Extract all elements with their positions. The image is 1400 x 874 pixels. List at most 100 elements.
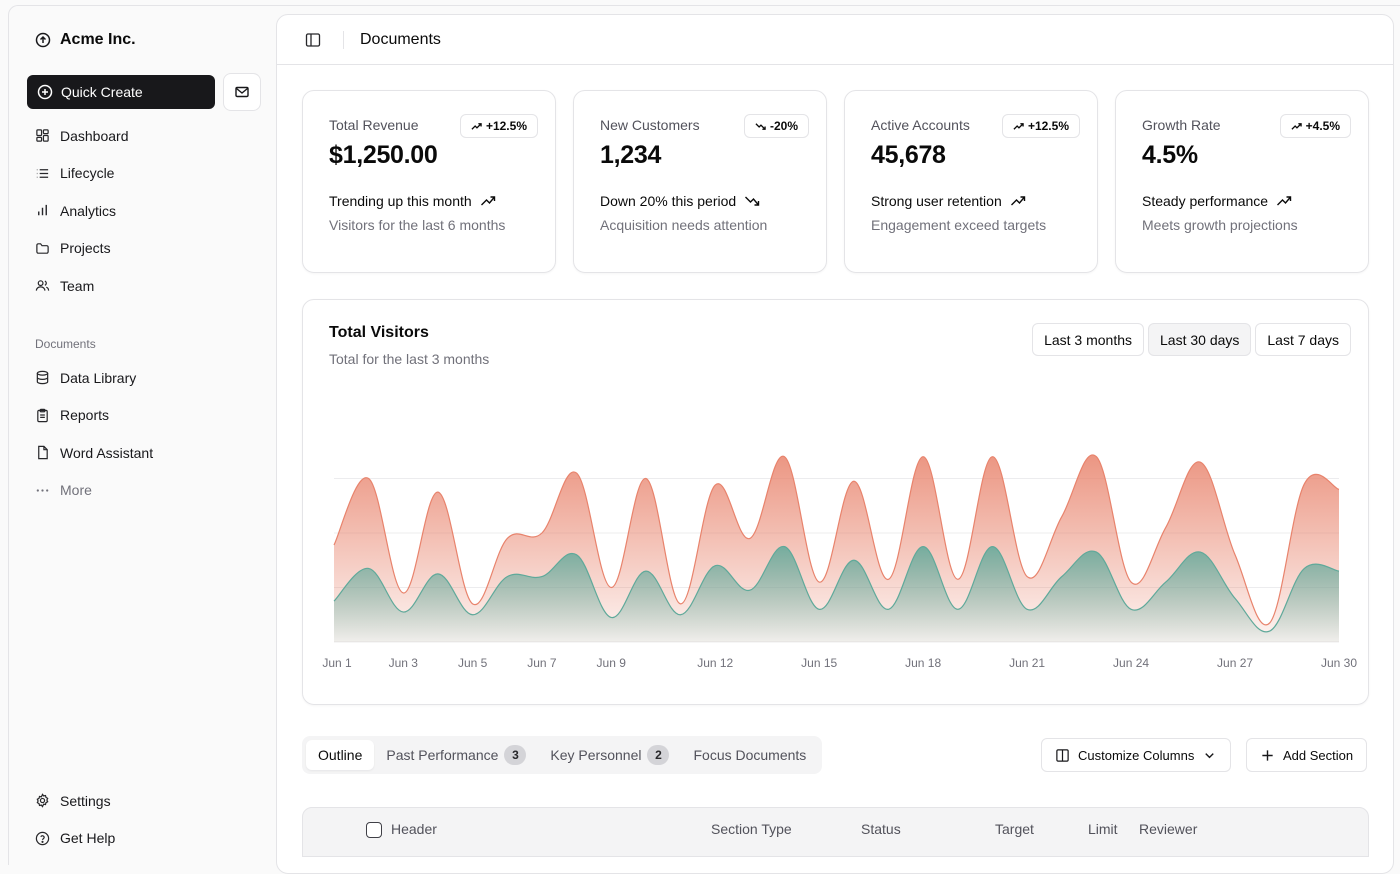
sidebar-item-label: Word Assistant (60, 444, 154, 461)
change-badge: +4.5% (1279, 114, 1351, 138)
sidebar-item-data-library[interactable]: Data Library (27, 359, 267, 397)
add-section-button[interactable]: Add Section (1246, 738, 1368, 772)
sidebar-item-lifecycle[interactable]: Lifecycle (27, 155, 267, 193)
x-tick-label: Jun 9 (597, 656, 627, 670)
tab-label: Focus Documents (693, 747, 807, 763)
badge-text: +12.5% (485, 119, 527, 133)
x-tick-label: Jun 3 (389, 656, 419, 670)
range-last-3-months[interactable]: Last 3 months (1032, 323, 1144, 356)
card-subtext: Meets growth projections (1142, 217, 1298, 233)
app-frame: Acme Inc. Quick Create Dashboard Lifecyc… (8, 5, 1400, 874)
sidebar-item-settings[interactable]: Settings (27, 782, 267, 820)
series-line-0 (333, 454, 1340, 626)
x-tick-label: Jun 30 (1321, 656, 1357, 670)
quick-create-label: Quick Create (61, 84, 143, 100)
card-label: New Customers (600, 117, 700, 133)
company-name: Acme Inc. (60, 31, 136, 48)
dashboard-icon (36, 129, 49, 142)
metric-card-new-customers: New Customers -20% 1,234 Down 20% this p… (573, 90, 827, 273)
list-icon (36, 168, 49, 178)
range-last-30-days[interactable]: Last 30 days (1148, 323, 1252, 356)
sidebar-item-label: Get Help (60, 830, 116, 847)
card-value: $1,250.00 (329, 141, 438, 169)
card-trend: Down 20% this period (600, 193, 826, 209)
metric-card-total-revenue: Total Revenue +12.5% $1,250.00 Trending … (302, 90, 556, 273)
sidebar-item-more[interactable]: More (27, 472, 267, 510)
x-tick-label: Jun 15 (801, 656, 837, 670)
divider (343, 30, 344, 49)
sidebar-item-team[interactable]: Team (27, 267, 267, 305)
gear-icon (36, 793, 49, 809)
documents-nav: Data Library Reports Word Assistant More (27, 359, 267, 509)
series-line-1 (333, 546, 1340, 633)
sidebar-item-label: Dashboard (60, 127, 129, 144)
column-header-reviewer[interactable]: Reviewer (1139, 821, 1198, 837)
column-header-target[interactable]: Target (995, 821, 1034, 837)
sidebar-item-get-help[interactable]: Get Help (27, 820, 267, 858)
quick-create-button[interactable]: Quick Create (27, 75, 215, 109)
badge-text: -20% (769, 119, 798, 133)
change-badge: +12.5% (1001, 114, 1080, 138)
tab-key-personnel[interactable]: Key Personnel 2 (538, 740, 681, 770)
sidebar-item-word-assistant[interactable]: Word Assistant (27, 434, 267, 472)
customize-columns-button[interactable]: Customize Columns (1041, 738, 1232, 772)
documents-group-label: Documents (35, 337, 96, 351)
sidebar-toggle-icon[interactable] (305, 32, 321, 48)
sidebar-item-label: Lifecycle (60, 165, 115, 182)
tab-label: Key Personnel (550, 747, 642, 763)
trend-down-icon (755, 122, 766, 130)
tab-past-performance[interactable]: Past Performance 3 (374, 740, 538, 770)
chevron-down-icon (1205, 752, 1215, 758)
x-tick-label: Jun 5 (458, 656, 488, 670)
folder-icon (36, 242, 49, 254)
column-header-limit[interactable]: Limit (1088, 821, 1118, 837)
page-title: Documents (360, 30, 441, 48)
card-label: Total Revenue (329, 117, 419, 133)
sidebar-item-label: Settings (60, 792, 111, 809)
bar-chart-icon (38, 205, 47, 216)
tab-count-badge: 3 (504, 745, 527, 765)
company-logo-icon (35, 32, 51, 48)
sidebar-item-reports[interactable]: Reports (27, 397, 267, 435)
main-panel: Documents Total Revenue +12.5% $1,250.00… (276, 14, 1394, 874)
sidebar-item-projects[interactable]: Projects (27, 230, 267, 268)
main-nav: Dashboard Lifecycle Analytics Projects T… (27, 117, 267, 305)
range-last-7-days[interactable]: Last 7 days (1255, 323, 1351, 356)
inbox-button[interactable] (223, 73, 261, 111)
trend-up-icon (1013, 122, 1024, 130)
x-tick-label: Jun 18 (905, 656, 941, 670)
brand[interactable]: Acme Inc. (35, 31, 136, 49)
tab-label: Outline (318, 747, 363, 763)
add-section-label: Add Section (1283, 747, 1354, 763)
column-header-status[interactable]: Status (861, 821, 901, 837)
sidebar: Acme Inc. Quick Create Dashboard Lifecyc… (9, 6, 277, 866)
sidebar-item-label: Data Library (60, 369, 137, 386)
file-icon (38, 446, 48, 460)
column-header-section-type[interactable]: Section Type (711, 821, 792, 837)
x-tick-label: Jun 27 (1217, 656, 1253, 670)
trend-down-icon (745, 196, 760, 206)
trend-text: Strong user retention (871, 193, 1002, 209)
sidebar-item-label: Analytics (60, 202, 117, 219)
x-tick-label: Jun 12 (697, 656, 733, 670)
plus-icon (1262, 749, 1273, 761)
badge-text: +4.5% (1305, 119, 1340, 133)
sidebar-item-analytics[interactable]: Analytics (27, 192, 267, 230)
select-all-checkbox[interactable] (366, 822, 382, 838)
clipboard-icon (37, 408, 48, 422)
database-icon (36, 371, 49, 385)
card-trend: Strong user retention (871, 193, 1097, 209)
tab-focus-documents[interactable]: Focus Documents (681, 740, 818, 770)
x-tick-label: Jun 24 (1113, 656, 1149, 670)
users-icon (35, 280, 50, 291)
customize-columns-label: Customize Columns (1078, 747, 1195, 763)
trend-up-icon (471, 122, 482, 130)
card-subtext: Engagement exceed targets (871, 217, 1047, 233)
sidebar-item-dashboard[interactable]: Dashboard (27, 117, 267, 155)
tab-count-badge: 2 (647, 745, 670, 765)
column-header-header[interactable]: Header (391, 821, 437, 837)
tab-outline[interactable]: Outline (306, 740, 375, 770)
tab-label: Past Performance (386, 747, 499, 763)
more-dots-icon (36, 489, 49, 492)
trend-up-icon (1010, 196, 1025, 206)
